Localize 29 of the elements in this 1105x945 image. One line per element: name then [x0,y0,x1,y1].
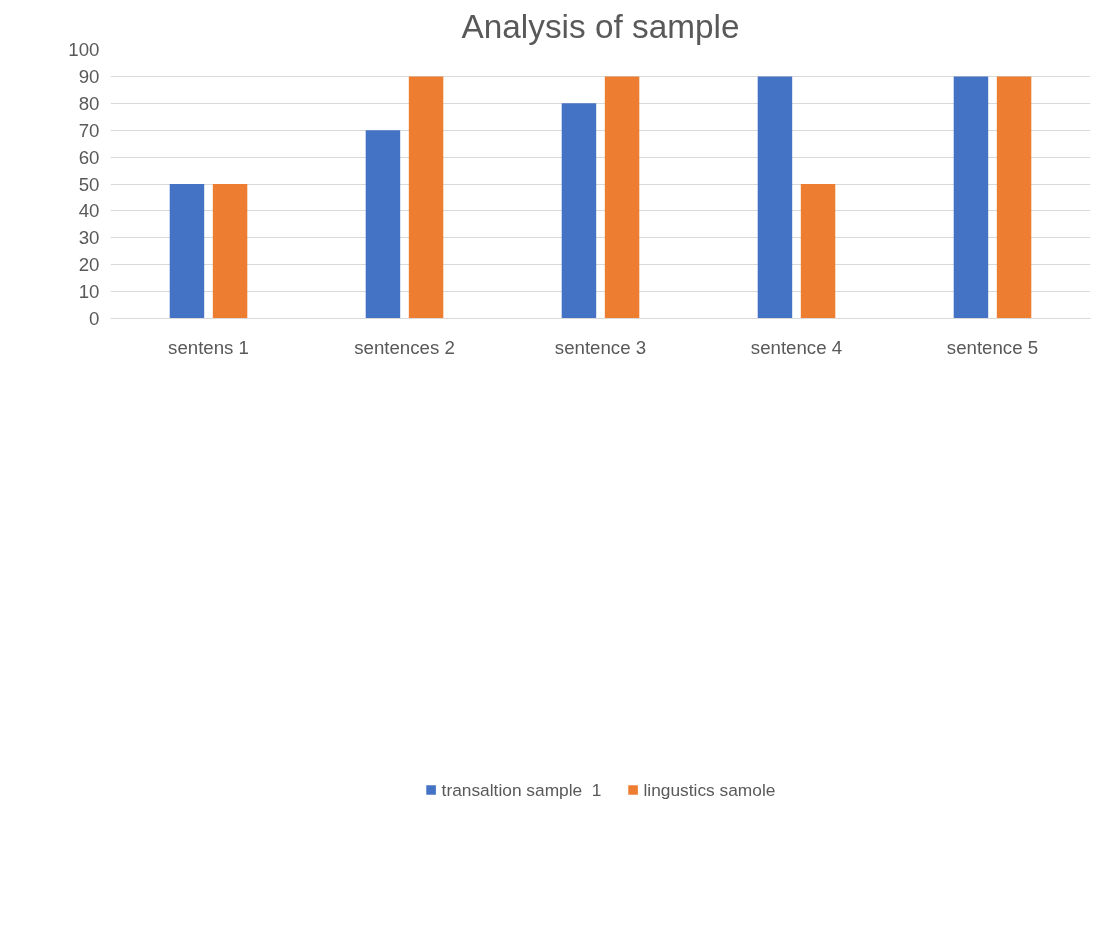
bar [800,184,836,319]
bar [365,130,401,319]
bar [561,103,597,319]
y-tick-label: 90 [78,65,100,87]
y-tick-label: 40 [78,200,100,222]
x-tick-label: sentence 5 [946,336,1039,358]
bar [212,184,248,319]
y-tick-label: 70 [78,119,100,141]
legend-label: lingustics samole [643,779,776,801]
bar [604,76,640,319]
x-tick-label: sentences 2 [354,336,455,358]
y-tick-label: 50 [78,173,100,195]
bar [408,76,444,319]
x-tick-label: sentence 4 [750,336,843,358]
x-tick-label: sentence 3 [554,336,647,358]
y-tick-label: 60 [78,146,100,168]
x-tick-label: sentens 1 [168,336,249,358]
bar [996,76,1032,319]
bar [169,184,205,319]
y-tick-label: 100 [68,39,100,60]
bar [757,76,793,319]
bar [953,76,989,319]
y-tick-label: 80 [78,92,100,114]
y-tick-label: 20 [78,254,100,276]
y-tick-label: 10 [78,281,100,303]
y-tick-label: 0 [89,308,100,329]
y-tick-label: 30 [78,227,100,249]
chart-title: Analysis of sample [461,7,740,45]
legend-label: transaltion sample 1 [441,779,602,801]
